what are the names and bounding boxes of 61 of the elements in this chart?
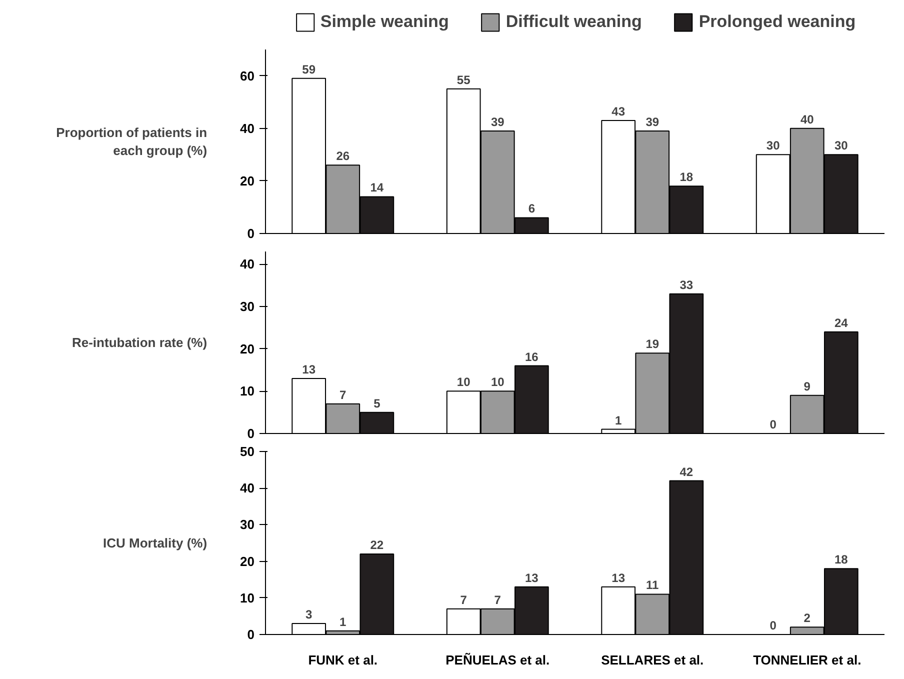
data-label: 13 bbox=[612, 570, 626, 585]
data-label: 24 bbox=[834, 316, 848, 330]
data-label: 22 bbox=[370, 538, 384, 552]
data-label: 7 bbox=[460, 592, 468, 607]
x-tick-label: TONNELIER et al. bbox=[753, 652, 862, 668]
data-label: 26 bbox=[336, 149, 350, 164]
data-label: 55 bbox=[456, 72, 471, 87]
x-tick-label: FUNK et al. bbox=[308, 652, 378, 668]
data-label: 2 bbox=[804, 611, 811, 626]
text: Re-intubation rate (%) bbox=[72, 335, 208, 350]
x-tick-label: PEÑUELAS et al. bbox=[446, 652, 550, 668]
y-tick-label: 40 bbox=[240, 480, 255, 496]
data-label: 33 bbox=[680, 278, 694, 292]
y-tick-label: 20 bbox=[240, 554, 255, 569]
data-label: 7 bbox=[340, 388, 347, 402]
data-label: 0 bbox=[770, 418, 777, 432]
data-label: 1 bbox=[614, 413, 622, 428]
y-tick-label: 0 bbox=[247, 226, 255, 241]
data-label: 16 bbox=[524, 350, 539, 364]
data-label: 7 bbox=[494, 592, 502, 607]
data-label: 14 bbox=[370, 180, 384, 195]
data-label: 10 bbox=[490, 375, 505, 390]
data-label: 39 bbox=[490, 114, 505, 129]
y-tick-label: 10 bbox=[240, 590, 255, 606]
data-label: 13 bbox=[524, 570, 539, 585]
data-label: 0 bbox=[770, 618, 777, 632]
data-label: 10 bbox=[456, 375, 471, 390]
y-tick-label: 60 bbox=[240, 68, 255, 84]
y-tick-label: 30 bbox=[240, 517, 255, 532]
data-label: 39 bbox=[646, 114, 660, 129]
data-label: 18 bbox=[834, 552, 848, 567]
data-label: 3 bbox=[305, 608, 312, 622]
y-tick-label: 40 bbox=[240, 256, 255, 272]
legend-label: Simple weaning bbox=[320, 12, 449, 32]
text: ICU Mortality (%) bbox=[103, 536, 208, 550]
data-label: 1 bbox=[340, 614, 347, 629]
y-tick-label: 20 bbox=[240, 341, 255, 356]
data-label: 11 bbox=[646, 578, 660, 592]
data-label: 5 bbox=[374, 396, 381, 410]
data-label: 9 bbox=[804, 379, 811, 394]
x-tick-label: SELLARES et al. bbox=[601, 652, 704, 668]
data-label: 6 bbox=[528, 202, 536, 216]
data-label: 43 bbox=[612, 104, 626, 118]
y-tick-label: 10 bbox=[240, 384, 255, 399]
y-tick-label: 0 bbox=[247, 627, 255, 642]
data-label: 42 bbox=[680, 464, 694, 479]
data-label: 19 bbox=[646, 337, 660, 352]
data-label: 18 bbox=[680, 170, 694, 184]
text: Proportion of patients in each group (%) bbox=[56, 125, 208, 158]
legend-label: Prolonged weaning bbox=[698, 12, 856, 32]
data-label: 13 bbox=[302, 362, 316, 376]
y-tick-label: 50 bbox=[240, 444, 255, 459]
y-tick-label: 0 bbox=[247, 426, 255, 441]
data-label: 30 bbox=[834, 138, 848, 153]
data-label: 59 bbox=[302, 62, 316, 76]
y-tick-label: 40 bbox=[240, 120, 255, 136]
y-tick-label: 20 bbox=[240, 173, 255, 188]
y-tick-label: 30 bbox=[240, 299, 255, 314]
legend-label: Difficult weaning bbox=[506, 12, 642, 32]
data-label: 30 bbox=[766, 138, 780, 153]
data-label: 40 bbox=[800, 112, 814, 126]
